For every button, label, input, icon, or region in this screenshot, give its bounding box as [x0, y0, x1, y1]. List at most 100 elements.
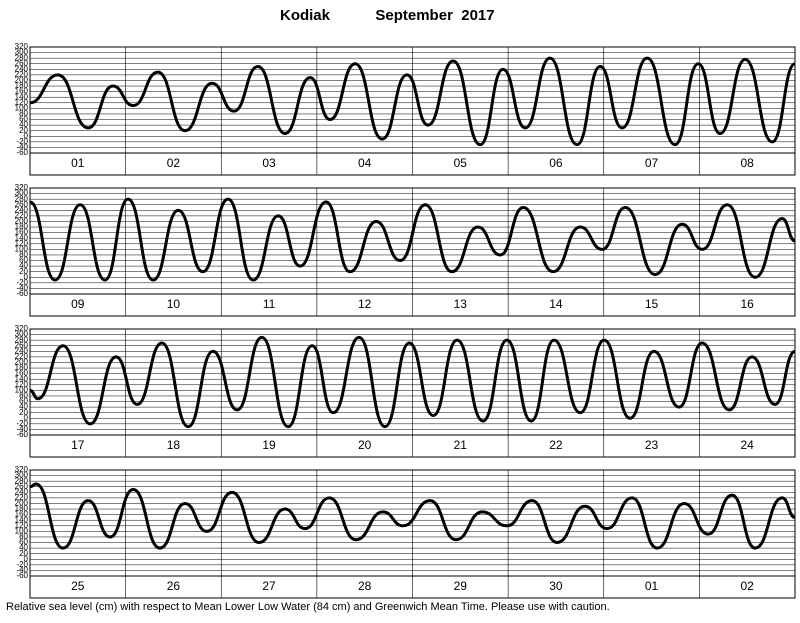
day-label: 09 — [71, 297, 85, 311]
day-label: 15 — [645, 297, 659, 311]
day-label: 02 — [741, 579, 755, 593]
y-tick-label: 220 — [15, 211, 29, 220]
day-label: 08 — [741, 156, 755, 170]
y-tick-label: -20 — [16, 278, 28, 287]
y-tick-label: -40 — [16, 284, 28, 293]
y-tick-label: 140 — [15, 233, 29, 242]
y-tick-label: 280 — [15, 53, 29, 62]
day-label: 04 — [358, 156, 372, 170]
plot-frame — [29, 187, 796, 317]
y-tick-label: 0 — [24, 554, 29, 563]
y-tick-label: 260 — [15, 341, 29, 350]
y-tick-label: 0 — [24, 131, 29, 140]
panel: -60-40-200204060801001201401601802002202… — [15, 465, 796, 599]
y-tick-label: 160 — [15, 228, 29, 237]
y-tick-label: 40 — [19, 543, 28, 552]
y-tick-label: 260 — [15, 59, 29, 68]
title-month: September 2017 — [375, 7, 494, 24]
day-label: 06 — [549, 156, 563, 170]
y-tick-label: -60 — [16, 430, 28, 439]
day-label: 05 — [454, 156, 468, 170]
y-tick-label: 80 — [19, 391, 28, 400]
day-label: 14 — [549, 297, 563, 311]
day-label: 11 — [263, 297, 276, 311]
y-tick-label: 300 — [15, 330, 29, 339]
day-label: 03 — [262, 156, 276, 170]
y-tick-label: 20 — [19, 549, 28, 558]
day-label: 29 — [454, 579, 468, 593]
day-label: 22 — [549, 438, 563, 452]
y-tick-label: 260 — [15, 482, 29, 491]
y-tick-label: 280 — [15, 335, 29, 344]
day-label: 17 — [71, 438, 85, 452]
day-label: 24 — [741, 438, 755, 452]
y-tick-label: 260 — [15, 200, 29, 209]
y-tick-label: 220 — [15, 352, 29, 361]
y-tick-label: 180 — [15, 81, 29, 90]
tide-line — [29, 482, 796, 550]
day-label: 07 — [645, 156, 659, 170]
y-tick-label: 240 — [15, 64, 29, 73]
panel: -60-40-200204060801001201401601802002202… — [15, 183, 796, 317]
y-tick-label: 200 — [15, 499, 29, 508]
y-tick-label: 60 — [19, 397, 28, 406]
y-tick-label: 60 — [19, 256, 28, 265]
y-tick-label: 140 — [15, 92, 29, 101]
title-place: Kodiak — [280, 7, 331, 24]
plot-frame — [29, 46, 796, 176]
y-tick-label: 140 — [15, 515, 29, 524]
day-label: 28 — [358, 579, 372, 593]
y-tick-label: 280 — [15, 194, 29, 203]
y-tick-label: 160 — [15, 87, 29, 96]
day-label: 01 — [645, 579, 659, 593]
day-label: 16 — [741, 297, 755, 311]
day-label: 30 — [549, 579, 563, 593]
y-tick-label: 40 — [19, 261, 28, 270]
y-tick-label: 20 — [19, 408, 28, 417]
y-tick-label: 220 — [15, 493, 29, 502]
y-tick-label: 80 — [19, 250, 28, 259]
day-label: 19 — [262, 438, 276, 452]
y-tick-label: -20 — [16, 137, 28, 146]
y-tick-label: 80 — [19, 532, 28, 541]
y-tick-label: 220 — [15, 70, 29, 79]
day-label: 21 — [454, 438, 468, 452]
y-tick-label: 40 — [19, 402, 28, 411]
y-tick-label: 200 — [15, 217, 29, 226]
tide-line — [29, 56, 796, 147]
y-tick-label: 320 — [15, 42, 29, 51]
day-label: 02 — [167, 156, 181, 170]
footnote: Relative sea level (cm) with respect to … — [6, 601, 610, 613]
day-label: 27 — [262, 579, 276, 593]
day-label: 10 — [167, 297, 181, 311]
day-label: 25 — [71, 579, 85, 593]
y-tick-label: -40 — [16, 566, 28, 575]
y-tick-label: 180 — [15, 363, 29, 372]
day-label: 18 — [167, 438, 181, 452]
day-label: 01 — [71, 156, 85, 170]
y-tick-label: -40 — [16, 425, 28, 434]
y-tick-label: 0 — [24, 413, 29, 422]
y-tick-label: 300 — [15, 471, 29, 480]
y-tick-label: 120 — [15, 239, 29, 248]
day-label: 23 — [645, 438, 659, 452]
y-tick-label: -40 — [16, 143, 28, 152]
y-tick-label: 280 — [15, 476, 29, 485]
y-tick-label: 140 — [15, 374, 29, 383]
y-tick-label: 100 — [15, 526, 29, 535]
y-tick-label: 200 — [15, 358, 29, 367]
y-tick-label: 240 — [15, 487, 29, 496]
y-tick-label: 300 — [15, 48, 29, 57]
y-tick-label: 180 — [15, 222, 29, 231]
y-tick-label: 40 — [19, 120, 28, 129]
day-label: 13 — [454, 297, 468, 311]
y-tick-label: -20 — [16, 419, 28, 428]
y-tick-label: 20 — [19, 267, 28, 276]
day-label: 20 — [358, 438, 372, 452]
y-tick-label: 100 — [15, 244, 29, 253]
tide-line — [29, 335, 796, 429]
y-tick-label: 120 — [15, 98, 29, 107]
day-label: 26 — [167, 579, 181, 593]
y-tick-label: 100 — [15, 103, 29, 112]
